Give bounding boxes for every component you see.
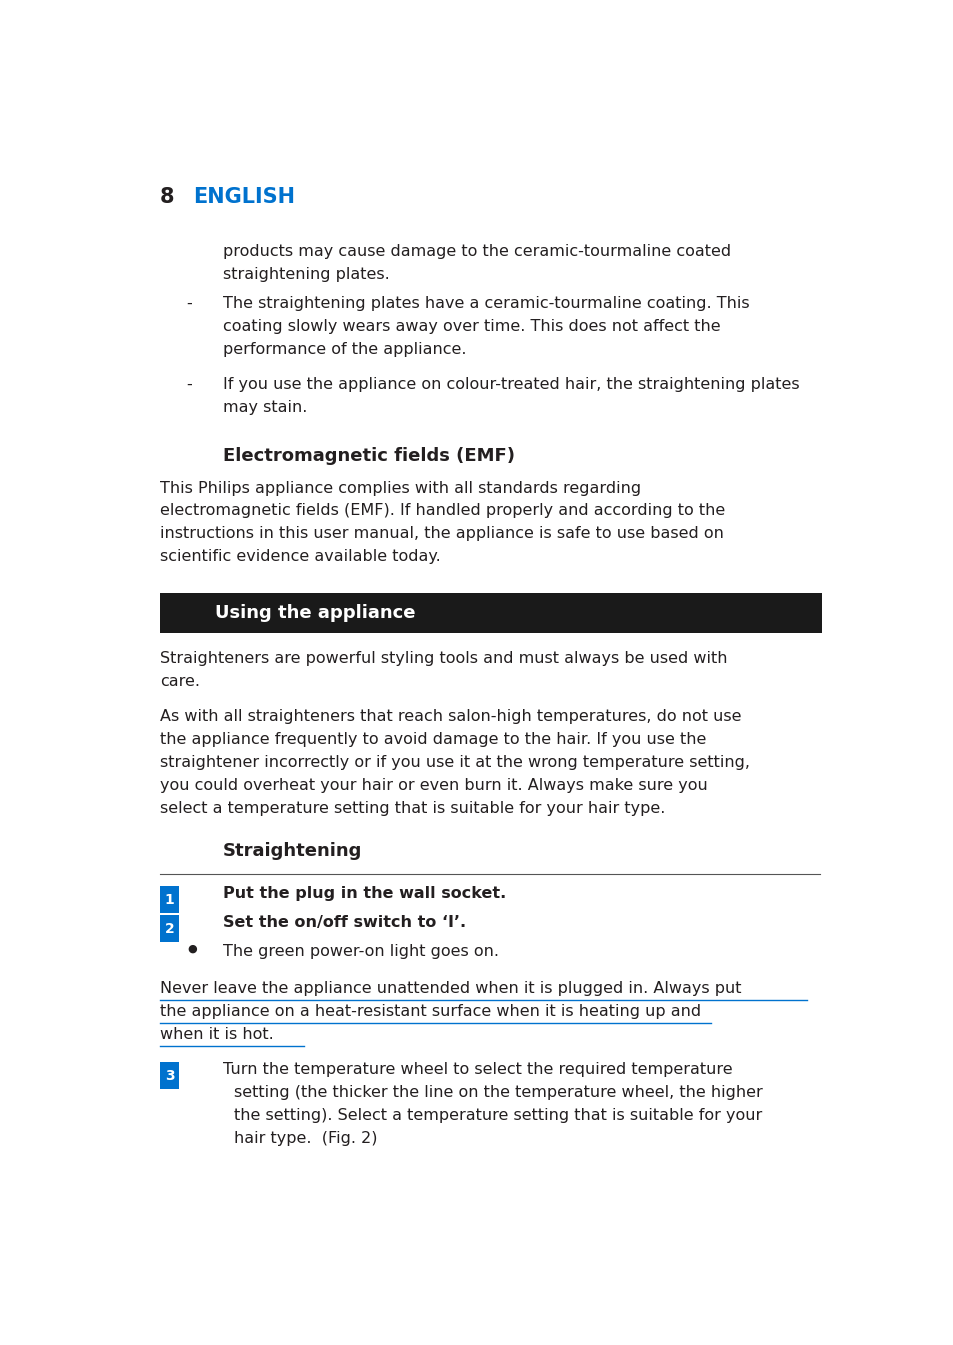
Text: Using the appliance: Using the appliance: [215, 604, 416, 623]
Text: Electromagnetic fields (EMF): Electromagnetic fields (EMF): [222, 448, 515, 465]
Text: the setting). Select a temperature setting that is suitable for your: the setting). Select a temperature setti…: [233, 1108, 761, 1123]
Text: coating slowly wears away over time. This does not affect the: coating slowly wears away over time. Thi…: [222, 319, 720, 334]
Text: Straighteners are powerful styling tools and must always be used with: Straighteners are powerful styling tools…: [160, 651, 726, 667]
Text: -: -: [186, 377, 192, 391]
Bar: [160, 1063, 179, 1089]
Text: products may cause damage to the ceramic-tourmaline coated: products may cause damage to the ceramic…: [222, 245, 730, 260]
Text: may stain.: may stain.: [222, 399, 307, 414]
Text: If you use the appliance on colour-treated hair, the straightening plates: If you use the appliance on colour-treat…: [222, 377, 799, 391]
Text: straightener incorrectly or if you use it at the wrong temperature setting,: straightener incorrectly or if you use i…: [160, 755, 749, 771]
Text: Turn the temperature wheel to select the required temperature: Turn the temperature wheel to select the…: [222, 1063, 732, 1077]
Text: hair type.  (Fig. 2): hair type. (Fig. 2): [233, 1131, 377, 1146]
Text: the appliance frequently to avoid damage to the hair. If you use the: the appliance frequently to avoid damage…: [160, 732, 705, 748]
Text: Put the plug in the wall socket.: Put the plug in the wall socket.: [222, 886, 505, 901]
Text: The green power-on light goes on.: The green power-on light goes on.: [222, 944, 498, 959]
Text: 1: 1: [165, 893, 174, 907]
Text: 2: 2: [165, 921, 174, 936]
Text: you could overheat your hair or even burn it. Always make sure you: you could overheat your hair or even bur…: [160, 777, 707, 792]
Text: straightening plates.: straightening plates.: [222, 268, 389, 282]
Text: 8: 8: [160, 187, 174, 207]
Text: This Philips appliance complies with all standards regarding: This Philips appliance complies with all…: [160, 480, 640, 495]
Bar: [160, 886, 179, 913]
Text: select a temperature setting that is suitable for your hair type.: select a temperature setting that is sui…: [160, 800, 664, 815]
Text: Set the on/off switch to ‘I’.: Set the on/off switch to ‘I’.: [222, 915, 465, 931]
Text: Straightening: Straightening: [222, 842, 362, 859]
Text: ●: ●: [187, 944, 197, 954]
Text: instructions in this user manual, the appliance is safe to use based on: instructions in this user manual, the ap…: [160, 526, 723, 541]
Text: Never leave the appliance unattended when it is plugged in. Always put: Never leave the appliance unattended whe…: [160, 982, 740, 997]
Bar: [160, 915, 179, 941]
Text: ENGLISH: ENGLISH: [193, 187, 294, 207]
Text: scientific evidence available today.: scientific evidence available today.: [160, 549, 440, 564]
Text: the appliance on a heat-resistant surface when it is heating up and: the appliance on a heat-resistant surfac…: [160, 1005, 700, 1020]
Text: -: -: [186, 296, 192, 311]
Text: setting (the thicker the line on the temperature wheel, the higher: setting (the thicker the line on the tem…: [233, 1085, 761, 1100]
Text: care.: care.: [160, 674, 200, 689]
Text: As with all straighteners that reach salon-high temperatures, do not use: As with all straighteners that reach sal…: [160, 709, 740, 725]
Text: performance of the appliance.: performance of the appliance.: [222, 342, 466, 356]
Text: when it is hot.: when it is hot.: [160, 1028, 274, 1042]
Text: electromagnetic fields (EMF). If handled properly and according to the: electromagnetic fields (EMF). If handled…: [160, 503, 724, 518]
Text: The straightening plates have a ceramic-tourmaline coating. This: The straightening plates have a ceramic-…: [222, 296, 749, 311]
Bar: [160, 593, 821, 633]
Text: 3: 3: [165, 1069, 174, 1083]
